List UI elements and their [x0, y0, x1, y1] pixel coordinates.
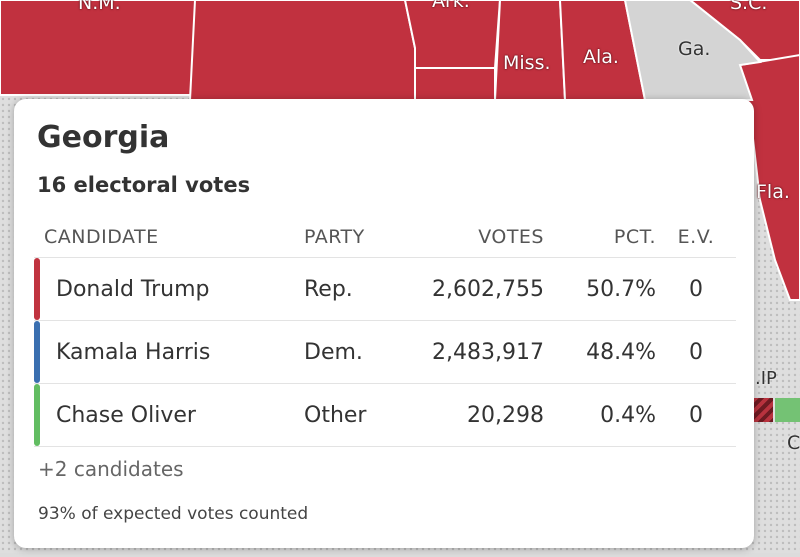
party-color-cell	[34, 320, 40, 384]
party-color-bar	[34, 258, 40, 320]
state-texas-oklahoma	[188, 0, 416, 101]
candidate-ev: 0	[656, 383, 736, 447]
legend-swatch-hatched	[753, 398, 773, 422]
candidate-party: Rep.	[304, 257, 394, 321]
legend-fragment: .IP	[755, 368, 777, 389]
state-mississippi	[493, 0, 567, 101]
map-label-sc: S.C.	[730, 0, 768, 14]
party-color-bar	[34, 384, 40, 446]
candidate-row-harris: Kamala Harris Dem. 2,483,917 48.4% 0	[34, 320, 736, 384]
party-color-cell	[34, 257, 40, 321]
gulf-coast	[200, 95, 420, 100]
candidate-ev: 0	[656, 320, 736, 384]
legend-swatch-green	[775, 398, 800, 422]
column-header-party: PARTY	[304, 226, 365, 248]
map-label-ark: Ark.	[432, 0, 470, 12]
candidate-pct: 48.4%	[544, 320, 656, 384]
votes-counted-note: 93% of expected votes counted	[38, 504, 309, 524]
column-header-pct: PCT.	[613, 226, 656, 248]
bottom-fragment: C	[787, 432, 800, 454]
candidate-ev: 0	[656, 257, 736, 321]
table-header-row: CANDIDATE PARTY VOTES PCT. E.V.	[34, 217, 736, 258]
candidate-pct: 50.7%	[544, 257, 656, 321]
candidate-party: Dem.	[304, 320, 394, 384]
party-color-bar	[34, 321, 40, 383]
candidate-row-oliver: Chase Oliver Other 20,298 0.4% 0	[34, 383, 736, 447]
candidate-votes: 20,298	[394, 383, 544, 447]
candidate-name: Chase Oliver	[40, 383, 304, 447]
column-header-votes: VOTES	[478, 226, 544, 248]
column-header-ev: E.V.	[677, 226, 715, 248]
candidate-votes: 2,602,755	[394, 257, 544, 321]
map-label-nm: N.M.	[78, 0, 121, 14]
map-label-miss: Miss.	[503, 52, 551, 74]
candidate-name: Kamala Harris	[40, 320, 304, 384]
candidate-name: Donald Trump	[40, 257, 304, 321]
state-new-mexico	[0, 0, 202, 96]
state-title: Georgia	[37, 120, 170, 155]
results-table: CANDIDATE PARTY VOTES PCT. E.V. Donald T…	[34, 217, 736, 447]
state-louisiana	[414, 67, 496, 101]
candidate-votes: 2,483,917	[394, 320, 544, 384]
candidate-pct: 0.4%	[544, 383, 656, 447]
map-label-ala: Ala.	[583, 46, 619, 68]
more-candidates-link[interactable]: +2 candidates	[38, 457, 184, 481]
electoral-votes-count: 16 electoral votes	[37, 173, 251, 197]
map-label-ga: Ga.	[678, 38, 711, 60]
state-results-card: Georgia 16 electoral votes CANDIDATE PAR…	[14, 99, 754, 548]
column-header-candidate: CANDIDATE	[44, 226, 159, 248]
map-label-fla: Fla.	[756, 181, 790, 203]
candidate-party: Other	[304, 383, 394, 447]
candidate-row-trump: Donald Trump Rep. 2,602,755 50.7% 0	[34, 257, 736, 321]
party-color-cell	[34, 383, 40, 447]
